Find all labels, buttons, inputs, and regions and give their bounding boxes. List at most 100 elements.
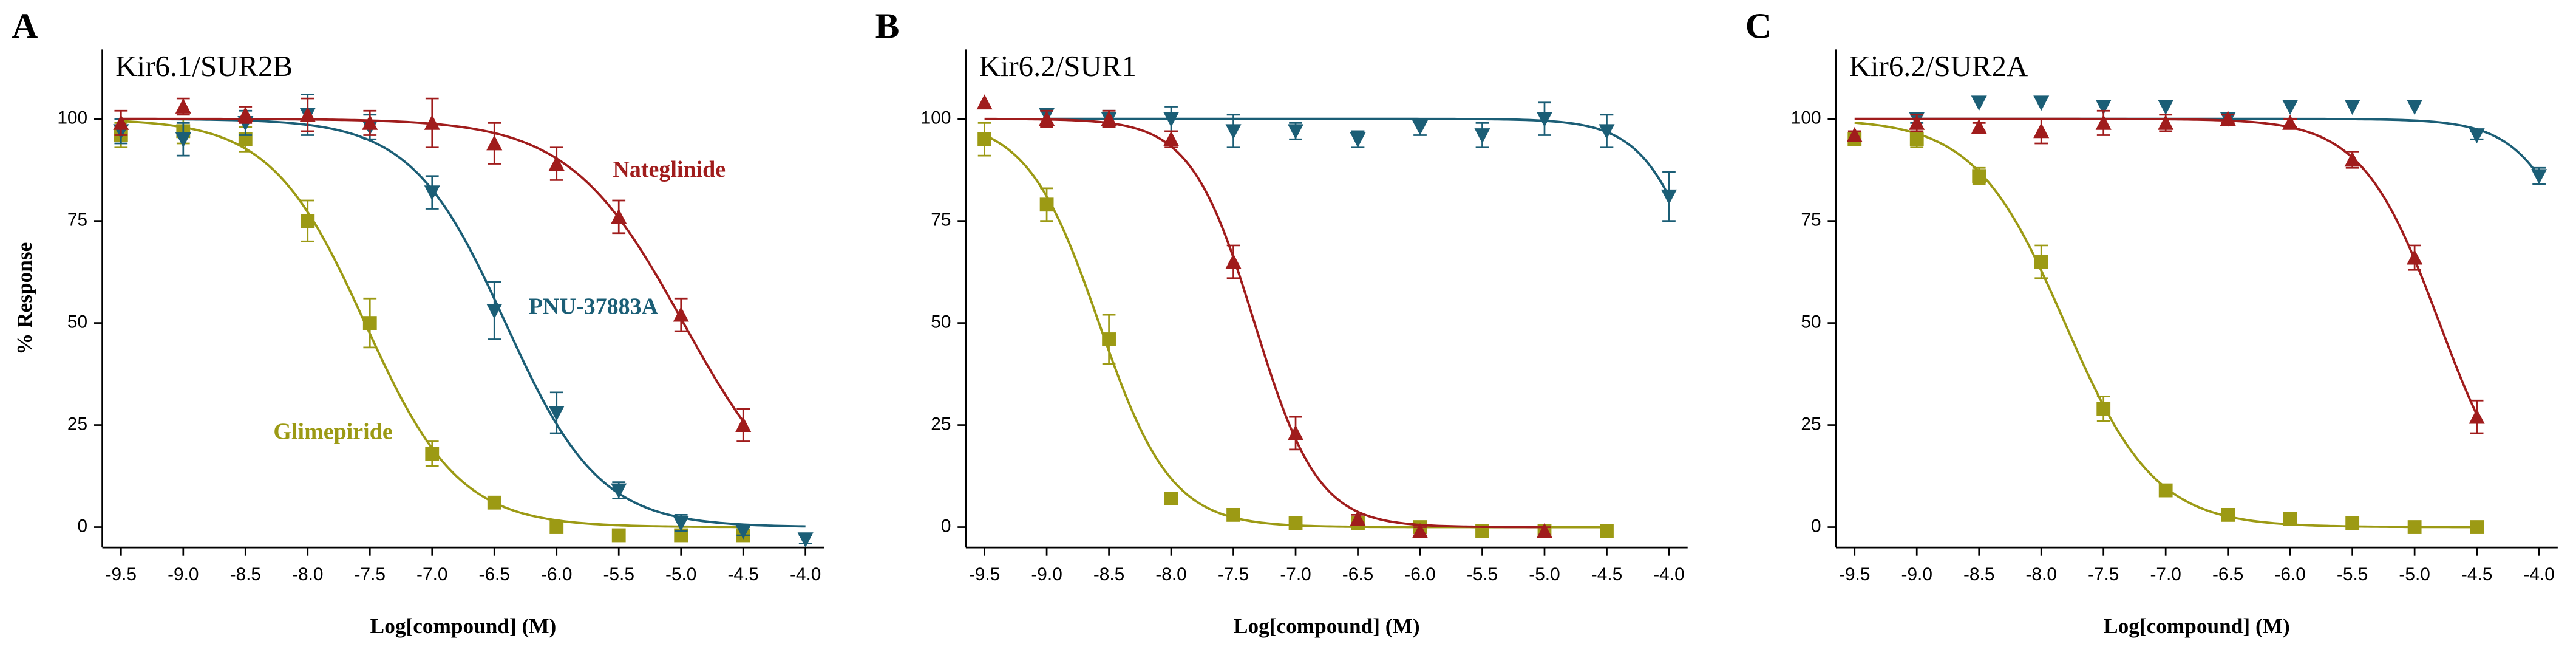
marker	[1288, 425, 1304, 440]
y-tick-label: 0	[78, 516, 88, 536]
series-label: Glimepiride	[273, 419, 392, 445]
marker	[735, 524, 752, 540]
x-tick-label: -9.5	[969, 564, 1000, 584]
marker	[2344, 151, 2360, 167]
y-tick-label: 75	[67, 210, 87, 230]
marker	[673, 516, 689, 532]
x-tick-label: -8.5	[230, 564, 261, 584]
marker	[1536, 112, 1553, 128]
series-label: PNU-37883A	[529, 293, 659, 319]
marker	[2158, 483, 2173, 498]
marker	[299, 106, 316, 122]
marker	[113, 114, 129, 130]
marker	[2407, 249, 2423, 265]
marker	[2095, 100, 2112, 115]
marker	[1039, 111, 1055, 126]
x-tick-label: -4.0	[790, 564, 821, 584]
x-tick-label: -6.5	[2212, 564, 2243, 584]
y-tick-label: 100	[57, 108, 87, 128]
marker	[2345, 516, 2360, 530]
marker	[301, 214, 315, 228]
marker	[1909, 114, 1925, 130]
marker	[1412, 120, 1429, 135]
marker	[1101, 111, 1117, 126]
marker	[1225, 253, 1242, 269]
marker	[424, 185, 440, 201]
marker	[548, 406, 565, 421]
marker	[1163, 112, 1180, 128]
panel-title: Kir6.2/SUR1	[979, 49, 1137, 83]
marker	[1039, 197, 1054, 212]
x-tick-label: -8.0	[1155, 564, 1186, 584]
marker	[1163, 131, 1180, 146]
marker	[1225, 124, 1242, 140]
marker	[1599, 124, 1615, 140]
y-tick-label: 0	[1811, 516, 1821, 536]
y-tick-label: 0	[941, 516, 951, 536]
marker	[2158, 100, 2174, 115]
y-tick-label: 50	[1801, 312, 1821, 332]
panel-letter: A	[12, 6, 38, 46]
marker	[2034, 255, 2048, 269]
panel-letter: B	[875, 6, 900, 46]
x-tick-label: -9.0	[168, 564, 199, 584]
marker	[977, 132, 992, 146]
x-tick-label: -7.5	[2088, 564, 2119, 584]
marker	[175, 98, 191, 114]
marker	[2531, 169, 2547, 185]
y-tick-label: 100	[921, 108, 951, 128]
y-tick-label: 75	[1801, 210, 1821, 230]
marker	[673, 306, 689, 322]
marker	[1226, 507, 1240, 522]
x-tick-label: -4.5	[2461, 564, 2492, 584]
y-tick-label: 50	[67, 312, 87, 332]
marker	[797, 532, 814, 548]
x-tick-label: -9.5	[1839, 564, 1870, 584]
marker	[976, 94, 993, 110]
y-tick-label: 25	[67, 414, 87, 434]
x-tick-label: -4.5	[727, 564, 758, 584]
x-tick-label: -5.5	[2337, 564, 2368, 584]
marker	[425, 447, 440, 461]
marker	[2344, 100, 2360, 115]
x-axis-label: Log[compound] (M)	[2104, 614, 2290, 638]
marker	[1972, 169, 1986, 183]
fit-curve	[984, 134, 1607, 529]
x-tick-label: -7.0	[416, 564, 447, 584]
marker	[1846, 126, 1863, 142]
fit-curve	[1917, 117, 2540, 177]
x-tick-label: -5.0	[665, 564, 696, 584]
marker	[548, 155, 565, 171]
marker	[1164, 492, 1178, 505]
x-tick-label: -9.5	[106, 564, 137, 584]
x-tick-label: -5.5	[603, 564, 634, 584]
marker	[2283, 512, 2297, 526]
x-tick-label: -5.0	[1529, 564, 1560, 584]
marker	[2470, 520, 2484, 534]
x-tick-label: -8.5	[1093, 564, 1124, 584]
marker	[2221, 507, 2235, 522]
x-tick-label: -9.0	[1901, 564, 1932, 584]
series-label: Nateglinide	[613, 157, 726, 182]
marker	[1350, 510, 1366, 526]
fit-curve	[1854, 117, 2478, 416]
marker	[2096, 402, 2111, 416]
marker	[1600, 524, 1614, 538]
x-tick-label: -5.5	[1467, 564, 1498, 584]
x-tick-label: -6.0	[1404, 564, 1435, 584]
y-tick-label: 100	[1791, 108, 1821, 128]
x-tick-label: -8.0	[292, 564, 323, 584]
x-axis-label: Log[compound] (M)	[370, 614, 557, 638]
panel-letter: C	[1745, 6, 1772, 46]
marker	[486, 135, 503, 151]
x-tick-label: -4.0	[1653, 564, 1684, 584]
marker	[1909, 132, 1924, 146]
marker	[611, 208, 627, 224]
y-tick-label: 50	[931, 312, 951, 332]
x-tick-label: -7.0	[1280, 564, 1311, 584]
marker	[362, 316, 377, 330]
marker	[2095, 114, 2112, 130]
x-tick-label: -7.0	[2150, 564, 2181, 584]
marker	[2407, 100, 2423, 115]
marker	[1288, 516, 1303, 530]
